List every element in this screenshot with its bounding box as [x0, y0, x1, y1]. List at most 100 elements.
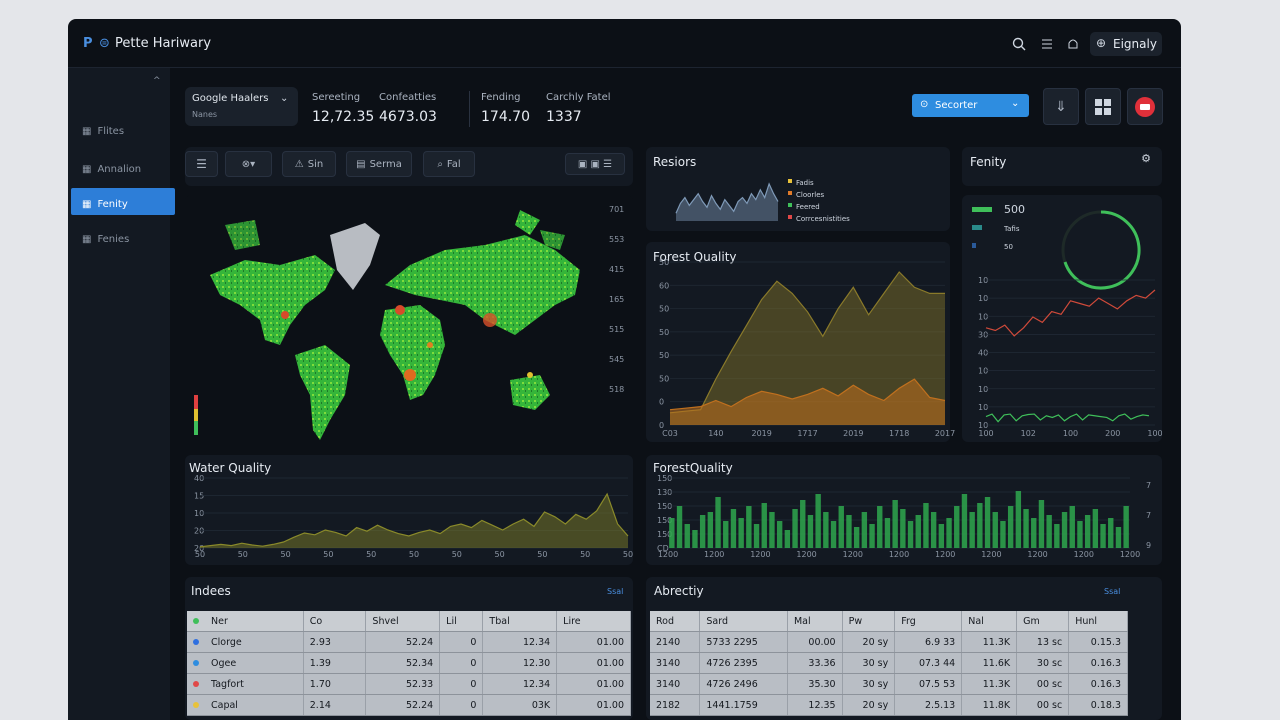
header-cell: Frg	[894, 611, 963, 632]
x-label: 100	[1147, 429, 1162, 438]
data-table: Rod Sard Mal Pw Frg Nal Gm Hunl 2140 5733 2295 00.…	[650, 611, 1128, 716]
x-label: 1200	[1027, 550, 1047, 559]
sidebar: ^ ▦ Flites ▦ Annalion ▦ Fenity ▦ Fenies	[68, 68, 175, 720]
bar	[699, 515, 706, 548]
legend-label: Corrcesnistities	[796, 215, 850, 223]
tool-icon: ▤	[356, 158, 366, 170]
table-action[interactable]: Ssal	[1104, 587, 1121, 596]
bar	[869, 524, 875, 548]
legend-label: 500	[1004, 203, 1025, 216]
table-cell: 12.34	[482, 631, 558, 653]
user-pill[interactable]: ⊕ Eignaly	[1090, 32, 1162, 56]
list-button[interactable]: ☰	[185, 151, 218, 177]
table-cell: 12.34	[482, 673, 558, 695]
table-cell: 03K	[482, 694, 558, 716]
table-cell: 0.15.3	[1068, 631, 1128, 653]
x-label: 50	[537, 550, 547, 559]
x-label: 1200	[935, 550, 955, 559]
alert-button[interactable]	[1127, 88, 1163, 125]
bar	[746, 506, 752, 548]
view-button[interactable]: ⊗▾	[225, 151, 272, 177]
x-label: 50	[623, 550, 633, 559]
sidebar-label: Annalion	[97, 164, 142, 175]
legend-swatch	[788, 215, 792, 219]
y-label: 40	[978, 349, 988, 358]
table-wrap: Rod Sard Mal Pw Frg Nal Gm Hunl 2140 5733 2295 00.…	[650, 611, 1128, 716]
y-label: 10	[194, 509, 204, 518]
resiors-panel	[646, 147, 950, 231]
y-label: 10	[978, 403, 988, 412]
bar	[838, 506, 844, 548]
map-axis-label: 701	[609, 205, 625, 214]
row-dot	[193, 680, 199, 687]
line	[199, 492, 629, 548]
sidebar-label: Fenity	[97, 199, 128, 210]
cell-text: 20 sy	[862, 636, 889, 648]
header-text: Rod	[656, 615, 675, 627]
bar	[692, 530, 698, 548]
cell-text: 0.16.3	[1090, 678, 1121, 690]
table-cell: 52.24	[365, 631, 441, 653]
bar	[846, 515, 852, 548]
cell-text: 52.34	[405, 657, 434, 669]
header-text: Frg	[901, 615, 916, 627]
x-label: 50	[323, 550, 333, 559]
bar	[1061, 512, 1068, 548]
cell-text: 1.39	[309, 657, 331, 669]
x-label: 1200	[889, 550, 909, 559]
legend-swatch	[788, 203, 792, 207]
sidebar-item[interactable]: ▦ Fenies	[82, 234, 129, 245]
table-cell: 2.93	[303, 631, 367, 653]
sidebar-item[interactable]: ▦ Flites	[82, 126, 124, 137]
bar	[892, 500, 898, 548]
header-text: Nal	[968, 615, 984, 627]
header-text: Sard	[706, 615, 729, 627]
stat-label: Confeatties	[379, 92, 437, 103]
tool-button[interactable]: ⚠ Sin	[282, 151, 336, 177]
table-action[interactable]: Ssal	[607, 587, 624, 596]
bar	[753, 524, 760, 548]
bar	[792, 509, 798, 548]
cell-text: Clorge	[211, 636, 242, 648]
y-label: 10	[978, 421, 988, 430]
legend-label: 50	[1004, 243, 1013, 251]
grid-button[interactable]	[1085, 88, 1121, 125]
header-cell: Shvel	[365, 611, 441, 632]
bar	[1084, 515, 1091, 548]
primary-button[interactable]: ⊙ Secorter ⌄	[912, 94, 1029, 117]
header-cell: Lil	[439, 611, 484, 632]
view-toggle[interactable]: ▣ ▣ ☰	[565, 153, 625, 175]
bar	[861, 512, 868, 548]
x-label: 1200	[1120, 550, 1140, 559]
table-cell: 00.00	[787, 631, 843, 653]
tool-button[interactable]: ⌕ Fal	[423, 151, 475, 177]
x-label: 1200	[981, 550, 1001, 559]
filter[interactable]: Google Haalers Nanes ⌄	[185, 87, 298, 126]
table-cell: 11.3K	[961, 673, 1018, 695]
table-cell: 0	[439, 631, 484, 653]
tool-button[interactable]: ▤ Serma	[346, 151, 412, 177]
sidebar-item[interactable]: ▦ Annalion	[82, 164, 141, 175]
cell-text: 12.30	[522, 657, 551, 669]
table-cell: 3140	[650, 673, 701, 695]
header-cell: Ner	[187, 611, 304, 632]
sidebar-active[interactable]	[71, 188, 175, 215]
sidebar-item[interactable]: ▦ Fenity	[82, 199, 128, 210]
y-label: 10	[978, 385, 988, 394]
mic-button[interactable]: ⇓	[1043, 88, 1079, 125]
cell-text: 11.3K	[982, 636, 1011, 648]
collapse[interactable]: ^	[153, 76, 161, 86]
line	[669, 378, 946, 411]
bar	[1007, 506, 1014, 548]
header-cell: Hunl	[1068, 611, 1128, 632]
y-label: 10	[978, 294, 988, 303]
table-cell: 33.36	[787, 652, 843, 674]
x-label: 102	[1021, 429, 1036, 438]
legend-swatch	[972, 225, 982, 230]
stat-value: 174.70	[481, 109, 530, 125]
header-icons[interactable]	[1012, 36, 1082, 52]
bar	[707, 512, 714, 548]
bar	[877, 506, 883, 548]
table-cell: 20 sy	[842, 631, 896, 653]
table-wrap: Ner Co Shvel Lil Tbal Lire Clorge 2.93 52.24 0 12.…	[187, 611, 631, 716]
